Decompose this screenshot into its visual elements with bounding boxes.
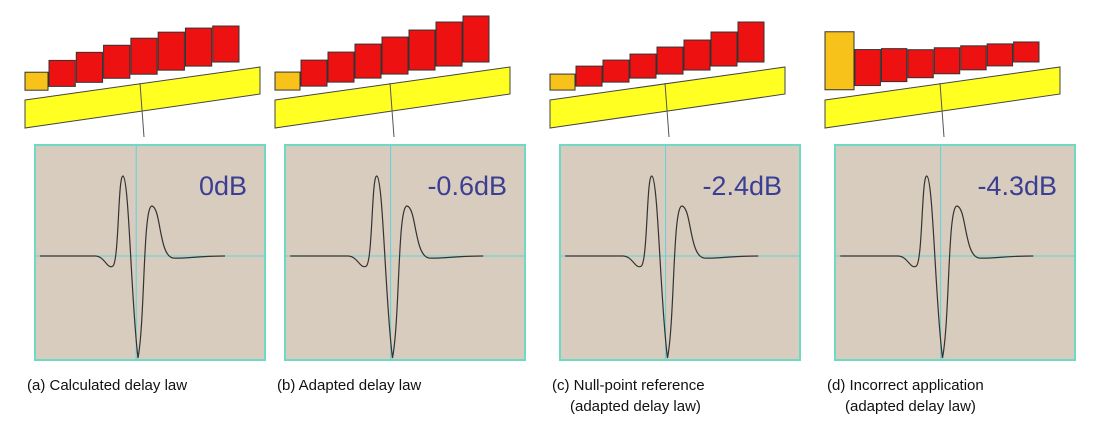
caption: (adapted delay law) xyxy=(845,398,976,415)
array-element xyxy=(711,32,737,66)
caption: (adapted delay law) xyxy=(570,398,701,415)
array-element xyxy=(738,22,764,62)
gain-label: 0dB xyxy=(199,171,247,201)
array-element xyxy=(576,66,602,86)
array-element xyxy=(301,60,327,86)
gain-label: -4.3dB xyxy=(977,171,1057,201)
caption: (d) Incorrect application xyxy=(827,377,984,394)
gain-label: -2.4dB xyxy=(702,171,782,201)
gain-label: -0.6dB xyxy=(427,171,507,201)
array-element xyxy=(684,40,710,70)
array-element xyxy=(355,44,381,78)
array-element xyxy=(104,45,130,78)
array-element xyxy=(49,60,75,86)
panel: 0dB (a) Calculated delay law xyxy=(25,26,265,394)
array-element xyxy=(1014,42,1039,62)
array-element xyxy=(76,52,102,82)
array-element xyxy=(603,60,629,82)
array-element xyxy=(657,47,683,74)
array-element xyxy=(908,50,933,78)
array-element xyxy=(158,32,184,70)
reference-element xyxy=(825,32,854,90)
array-element xyxy=(382,37,408,74)
caption: (b) Adapted delay law xyxy=(277,377,421,394)
array-element xyxy=(961,46,986,70)
array-element xyxy=(131,38,157,74)
array-element xyxy=(855,50,880,86)
array-element xyxy=(987,44,1012,66)
figure: 0dB (a) Calculated delay law -0.6dB (b) Ada… xyxy=(0,0,1104,425)
panel: -0.6dB (b) Adapted delay law xyxy=(275,16,525,394)
reference-element xyxy=(25,72,48,90)
array-element xyxy=(934,48,959,74)
reference-element xyxy=(550,74,575,90)
array-element xyxy=(881,49,906,82)
array-element xyxy=(328,52,354,82)
caption: (c) Null-point reference xyxy=(552,377,705,394)
array-element xyxy=(213,26,239,62)
array-element xyxy=(436,22,462,66)
panel: -2.4dB (c) Null-point reference (adapted d… xyxy=(550,22,800,415)
reference-element xyxy=(275,72,300,90)
panel: -4.3dB (d) Incorrect application (adapted … xyxy=(825,32,1075,415)
array-element xyxy=(630,54,656,78)
array-element xyxy=(409,30,435,70)
array-element xyxy=(185,28,211,66)
caption: (a) Calculated delay law xyxy=(27,377,187,394)
array-element xyxy=(463,16,489,62)
